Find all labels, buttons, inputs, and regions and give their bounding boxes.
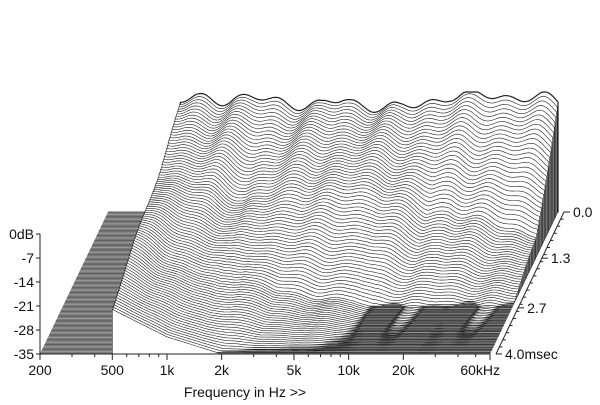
y-tick-label: -28 [14, 322, 34, 338]
waterfall-slice-77 [121, 280, 500, 336]
x-tick-label: 500 [101, 362, 125, 378]
waterfall-slice-74 [123, 272, 502, 331]
x-tick-label: 5k [287, 362, 303, 378]
x-tick-label: 200 [28, 362, 52, 378]
x-tick-label: 20k [392, 362, 416, 378]
x-axis-label: Frequency in Hz >> [184, 384, 306, 400]
y-tick-label: -35 [14, 346, 34, 362]
z-tick-label: 1.3 [551, 250, 571, 266]
y-tick-label: 0dB [9, 226, 34, 242]
x-tick-label: 2k [214, 362, 230, 378]
x-tick-label: 10k [337, 362, 361, 378]
y-tick-label: -7 [22, 250, 35, 266]
waterfall-slice-75 [122, 275, 501, 332]
z-tick-label: 2.7 [527, 300, 547, 316]
y-tick-label: -14 [14, 274, 34, 290]
x-tick-label: 1k [160, 362, 176, 378]
waterfall-slice-76 [121, 277, 501, 334]
z-tick-label: 4.0msec [505, 346, 558, 362]
x-tick-label: 60kHz [460, 362, 500, 378]
slice-layer [112, 91, 559, 355]
y-tick-label: -21 [14, 298, 34, 314]
z-tick-label: 0.0 [573, 204, 593, 220]
